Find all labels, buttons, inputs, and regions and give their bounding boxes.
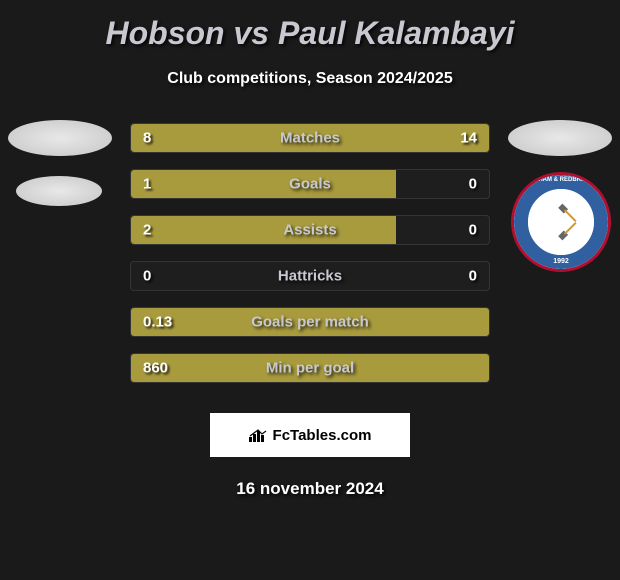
stat-bar-row: Hattricks 0 0 <box>130 261 490 291</box>
bar-label: Assists <box>283 222 336 239</box>
bar-value-right: 0 <box>469 176 477 193</box>
comparison-infographic: Hobson vs Paul Kalambayi Club competitio… <box>0 0 620 580</box>
stat-bar-row: Min per goal 860 <box>130 353 490 383</box>
bar-label: Goals <box>289 176 331 193</box>
bar-label: Matches <box>280 130 340 147</box>
brand-text: FcTables.com <box>273 427 372 444</box>
bar-value-left: 0 <box>143 268 151 285</box>
stat-bar-row: Goals 1 0 <box>130 169 490 199</box>
bar-value-left: 1 <box>143 176 151 193</box>
stat-bar-row: Goals per match 0.13 <box>130 307 490 337</box>
bars-column: Matches814Goals10Assists20Hattricks00Goa… <box>130 123 490 383</box>
stat-bar-row: Matches 8 14 <box>130 123 490 153</box>
page-title: Hobson vs Paul Kalambayi <box>0 15 620 52</box>
bar-value-left: 2 <box>143 222 151 239</box>
bar-label: Goals per match <box>251 314 369 331</box>
bar-value-left: 0.13 <box>143 314 172 331</box>
bar-value-left: 860 <box>143 360 168 377</box>
bar-label: Min per goal <box>266 360 354 377</box>
stat-bar-row: Assists 2 0 <box>130 215 490 245</box>
bar-value-left: 8 <box>143 130 151 147</box>
bar-left-fill <box>131 216 396 244</box>
subtitle: Club competitions, Season 2024/2025 <box>0 70 620 88</box>
bar-value-right: 0 <box>469 268 477 285</box>
bar-value-right: 14 <box>460 130 477 147</box>
date-text: 16 november 2024 <box>0 479 620 499</box>
bar-label: Hattricks <box>278 268 342 285</box>
bar-left-fill <box>131 170 396 198</box>
bar-value-right: 0 <box>469 222 477 239</box>
brand-box[interactable]: FcTables.com <box>210 413 410 457</box>
stats-area: Matches814Goals10Assists20Hattricks00Goa… <box>0 123 620 383</box>
brand-chart-icon <box>249 428 267 442</box>
